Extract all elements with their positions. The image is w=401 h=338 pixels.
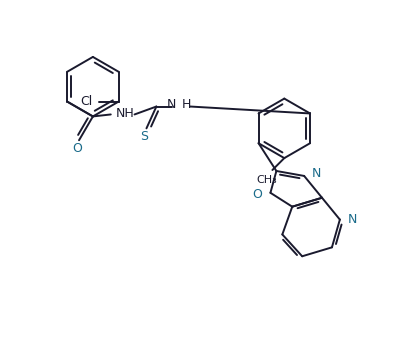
Text: H: H [182, 98, 192, 111]
Text: NH: NH [115, 107, 134, 120]
Text: O: O [72, 142, 82, 155]
Text: N: N [312, 167, 322, 180]
Text: N: N [167, 98, 176, 111]
Text: Cl: Cl [81, 95, 93, 108]
Text: S: S [140, 130, 148, 143]
Text: O: O [253, 188, 263, 201]
Text: N: N [348, 213, 357, 226]
Text: CH₃: CH₃ [256, 175, 277, 185]
